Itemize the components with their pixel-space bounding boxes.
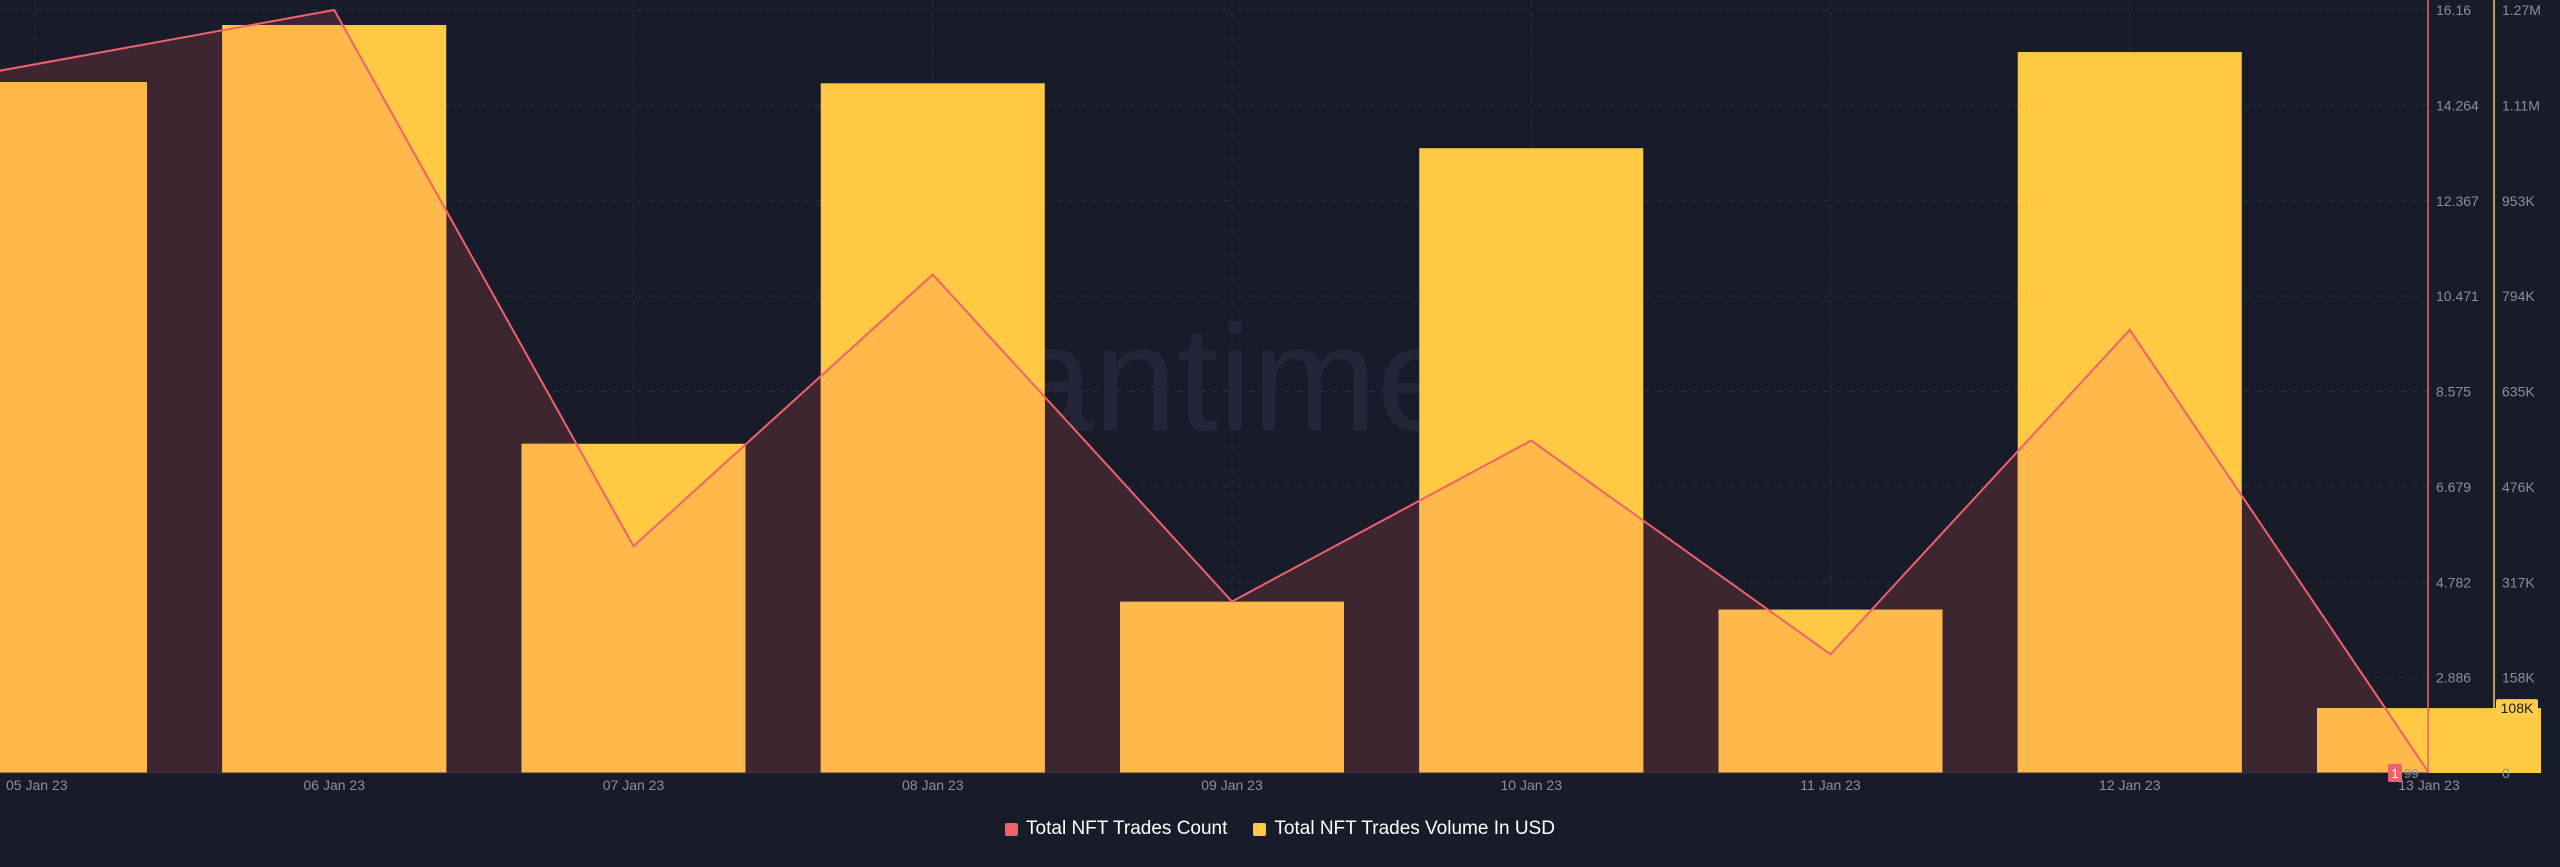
right-axis-value-badge — [2496, 699, 2538, 718]
left-axis-value-badge-tail: 99 — [2404, 766, 2418, 781]
x-axis-tick-label: 08 Jan 23 — [902, 777, 964, 793]
legend-item-trades-count[interactable]: Total NFT Trades Count — [1005, 818, 1227, 840]
left-axis-tick-label: 8.575 — [2436, 384, 2471, 400]
right-axis-tick-label: 317K — [2502, 574, 2535, 590]
left-axis-value-badge-text: 1 — [2391, 766, 2398, 781]
trades-count-line-layer — [0, 8, 2430, 774]
left-axis-tick-label: 14.264 — [2436, 97, 2479, 113]
left-axis-tick-label: 16.16 — [2436, 2, 2471, 18]
legend-swatch-trades-count — [1005, 822, 1019, 836]
right-axis-tick-label: 476K — [2502, 479, 2535, 495]
right-axis-tick-label: 158K — [2502, 670, 2535, 686]
left-axis-tick-label: 6.679 — [2436, 479, 2471, 495]
right-axis-value-badge-text: 108K — [2501, 700, 2534, 716]
x-axis-tick-label: 12 Jan 23 — [2099, 777, 2161, 793]
volume-bar-overlap — [0, 82, 147, 773]
volume-bar-overlap — [1120, 601, 1344, 773]
legend-label-volume-usd: Total NFT Trades Volume In USD — [1274, 818, 1555, 839]
x-axis-tick-label: 07 Jan 23 — [603, 777, 665, 793]
right-axis-tick-label: 1.11M — [2502, 97, 2540, 113]
x-axis-tick-label: 05 Jan 23 — [6, 777, 68, 793]
overlap-layer — [0, 25, 2429, 773]
right-axis-tick-label: 794K — [2502, 288, 2535, 304]
watermark-text: antime — [1010, 294, 1460, 462]
left-axis-tick-label: 2.886 — [2436, 670, 2471, 686]
left-axis-tick-label: 4.782 — [2436, 574, 2471, 590]
legend-item-volume-usd[interactable]: Total NFT Trades Volume In USD — [1253, 818, 1555, 840]
right-axis-tick-label: 953K — [2502, 193, 2535, 209]
trades-count-line — [0, 8, 2430, 774]
legend-label-trades-count: Total NFT Trades Count — [1026, 818, 1228, 839]
legend: Total NFT Trades Count Total NFT Trades … — [0, 818, 2560, 840]
x-axis-tick-label: 09 Jan 23 — [1201, 777, 1263, 793]
right-axis-tick-label: 635K — [2502, 384, 2535, 400]
right-axis-tick-label: 1.27M — [2502, 2, 2541, 18]
legend-swatch-volume-usd — [1253, 822, 1267, 836]
right-axis-tick-label: 0 — [2502, 765, 2510, 781]
left-axis-tick-label: 10.471 — [2436, 288, 2479, 304]
left-axis-tick-label: 12.367 — [2436, 193, 2479, 209]
x-axis-tick-label: 13 Jan 23 — [2398, 777, 2460, 793]
x-axis-tick-label: 06 Jan 23 — [304, 777, 366, 793]
axis-layer: 16.16 14.264 12.367 10.471 8.575 6.679 4.782 2.… — [0, 0, 2541, 793]
x-axis-tick-label: 11 Jan 23 — [1800, 777, 1861, 793]
volume-bar-overlap — [222, 25, 447, 773]
x-axis-tick-label: 10 Jan 23 — [1501, 777, 1563, 793]
left-axis-value-badge — [2388, 764, 2402, 782]
